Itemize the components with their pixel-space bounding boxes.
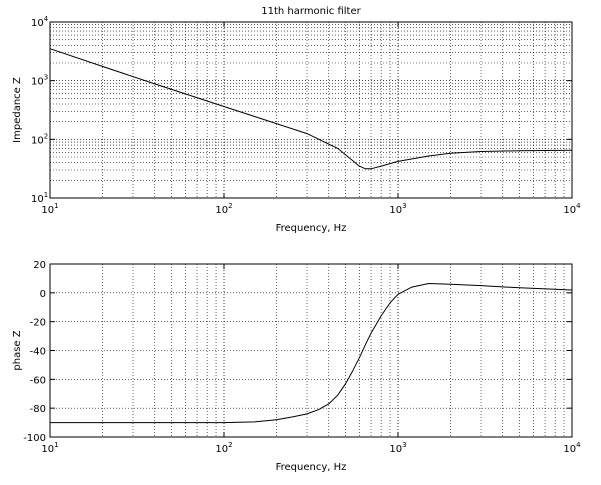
y-tick-base: 10: [31, 77, 44, 88]
x-tick-exponent: 2: [228, 202, 232, 210]
x-tick-exponent: 1: [54, 441, 58, 449]
y-tick-label: 103: [31, 74, 48, 88]
x-tick-label: 102: [215, 441, 232, 455]
y-tick-label: 101: [31, 191, 48, 205]
y-tick-base: 10: [31, 18, 44, 29]
y-tick-exponent: 4: [44, 15, 49, 23]
x-axis-label: Frequency, Hz: [276, 462, 347, 473]
x-tick-label: 104: [563, 441, 581, 455]
chart-title: 11th harmonic filter: [261, 6, 361, 17]
x-tick-base: 10: [215, 205, 228, 216]
x-tick-label: 103: [389, 441, 406, 455]
y-tick-label: 0: [40, 289, 46, 300]
y-tick-label: -80: [30, 404, 46, 415]
y-axis-label: Impedance Z: [12, 77, 23, 143]
y-axis-label: phase Z: [12, 330, 23, 370]
x-tick-label: 104: [563, 202, 581, 216]
x-tick-exponent: 3: [402, 441, 406, 449]
x-tick-label: 103: [389, 202, 406, 216]
x-tick-label: 101: [41, 441, 58, 455]
y-tick-base: 10: [31, 194, 44, 205]
y-tick-exponent: 1: [44, 191, 48, 199]
y-tick-label: 20: [33, 260, 46, 271]
y-tick-exponent: 2: [44, 132, 48, 140]
y-tick-label: -100: [23, 433, 46, 444]
y-tick-base: 10: [31, 135, 44, 146]
y-tick-label: 102: [31, 132, 48, 146]
series-line: [49, 48, 573, 170]
x-tick-base: 10: [41, 444, 54, 455]
x-tick-base: 10: [389, 205, 402, 216]
plot-frame: [49, 21, 573, 199]
chart-2: 101 102 103 104200-20-40-60-80-100Frequency…: [12, 260, 581, 473]
x-tick-exponent: 4: [576, 202, 581, 210]
grid: [50, 264, 572, 437]
y-tick-label: -60: [30, 375, 46, 386]
x-tick-base: 10: [215, 444, 228, 455]
y-tick-exponent: 3: [44, 74, 48, 82]
series-line: [50, 282, 573, 424]
x-tick-base: 10: [389, 444, 402, 455]
x-tick-label: 102: [215, 202, 232, 216]
x-tick-exponent: 4: [576, 441, 581, 449]
x-tick-label: 101: [41, 202, 58, 216]
x-tick-exponent: 3: [402, 202, 406, 210]
x-tick-base: 10: [563, 444, 576, 455]
y-tick-label: -40: [30, 347, 46, 358]
x-tick-base: 10: [41, 205, 54, 216]
y-tick-label: 104: [31, 15, 49, 29]
grid: [50, 22, 572, 198]
x-tick-exponent: 2: [228, 441, 232, 449]
y-tick-label: -20: [30, 318, 46, 329]
x-tick-exponent: 1: [54, 202, 58, 210]
x-tick-base: 10: [563, 205, 576, 216]
x-axis-label: Frequency, Hz: [276, 223, 347, 234]
